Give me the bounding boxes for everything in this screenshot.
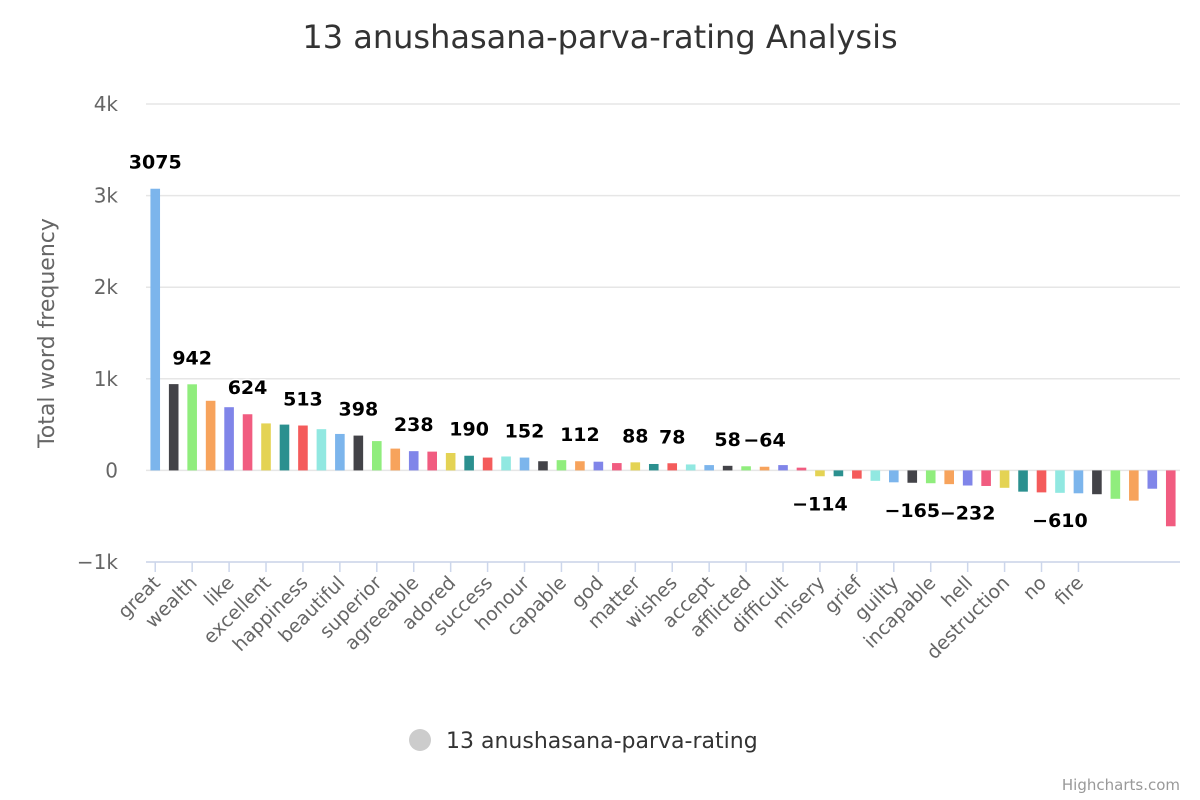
bar[interactable] (612, 463, 622, 471)
data-label: 78 (659, 426, 685, 448)
data-label: 152 (505, 421, 545, 443)
x-tick-label: no (1019, 572, 1051, 604)
credits-link[interactable]: Highcharts.com (1062, 776, 1180, 794)
bar[interactable] (852, 470, 862, 479)
bar[interactable] (1073, 470, 1084, 494)
bar[interactable] (353, 435, 364, 471)
data-labels: 3075 942 624 513 398 238 190 152 112 88 78 58 −64 −11… (127, 150, 1089, 533)
bar[interactable] (667, 463, 678, 471)
bar[interactable] (815, 470, 825, 477)
bar[interactable] (538, 461, 548, 471)
bar[interactable] (150, 188, 161, 471)
bar[interactable] (482, 457, 493, 471)
bar[interactable] (1129, 470, 1139, 501)
bar[interactable] (445, 452, 456, 471)
bar[interactable] (261, 423, 271, 471)
bar[interactable] (593, 461, 604, 471)
chart-title: 13 anushasana-parva-rating Analysis (302, 18, 897, 56)
legend-label: 13 anushasana-parva-rating (446, 729, 758, 754)
grid-lines (146, 103, 1180, 563)
y-axis-label: Total word frequency (35, 218, 60, 449)
data-label: 3075 (129, 152, 182, 174)
data-label: −610 (1032, 510, 1088, 532)
bar[interactable] (575, 461, 585, 471)
bar[interactable] (704, 465, 714, 471)
bar[interactable] (168, 384, 179, 471)
bar[interactable] (630, 462, 641, 471)
bar[interactable] (242, 414, 253, 471)
bar[interactable] (999, 470, 1010, 488)
bar[interactable] (722, 465, 733, 471)
bar[interactable] (907, 470, 918, 483)
bar[interactable] (1092, 470, 1102, 495)
bar[interactable] (372, 441, 382, 471)
y-tick-label: 4k (94, 92, 119, 116)
bar[interactable] (796, 467, 807, 471)
x-tick-label: fire (1050, 572, 1088, 610)
bar[interactable] (205, 400, 216, 471)
bar[interactable] (501, 456, 511, 471)
data-label: 112 (560, 424, 600, 446)
data-label: 190 (449, 419, 489, 441)
bar[interactable] (1036, 470, 1047, 493)
data-label: −165 (884, 500, 940, 522)
y-tick-label: 0 (105, 458, 118, 482)
data-label: 942 (172, 347, 212, 369)
bar[interactable] (981, 470, 991, 486)
y-axis-ticks: −1k 0 1k 2k 3k 4k (77, 92, 118, 574)
y-tick-label: 3k (94, 184, 119, 208)
bar[interactable] (1018, 470, 1028, 492)
data-label: −114 (792, 493, 848, 515)
y-tick-label: 2k (94, 275, 119, 299)
bar[interactable] (224, 407, 234, 471)
bar[interactable] (427, 451, 437, 471)
bar[interactable] (390, 448, 401, 471)
bar[interactable] (870, 470, 881, 481)
bar[interactable] (556, 460, 567, 471)
bar[interactable] (1055, 470, 1065, 493)
data-label: 398 (339, 399, 379, 421)
data-label: 238 (394, 414, 434, 436)
x-axis-labels: greatwealthlikeexcellenthappinessbeautif… (114, 571, 1088, 664)
bar[interactable] (1147, 470, 1158, 489)
bar[interactable] (648, 463, 659, 471)
bars (150, 188, 1176, 527)
bar[interactable] (316, 429, 327, 471)
bar[interactable] (944, 470, 954, 485)
bar[interactable] (685, 464, 696, 471)
bar[interactable] (833, 470, 844, 477)
bar[interactable] (298, 425, 308, 471)
bar[interactable] (741, 466, 751, 471)
bar[interactable] (279, 424, 290, 471)
data-label: −64 (743, 430, 785, 452)
data-label: 513 (283, 389, 323, 411)
y-tick-label: −1k (77, 550, 118, 574)
bar[interactable] (1165, 470, 1176, 527)
data-label: 88 (622, 425, 648, 447)
data-label: 58 (714, 429, 740, 451)
bar[interactable] (187, 384, 197, 471)
legend-item[interactable]: 13 anushasana-parva-rating (409, 729, 758, 754)
data-label: 624 (228, 377, 268, 399)
bar[interactable] (335, 433, 345, 471)
bar[interactable] (464, 455, 474, 471)
data-label: −232 (940, 503, 996, 525)
bar[interactable] (1110, 470, 1121, 499)
bar[interactable] (759, 466, 770, 471)
bar[interactable] (889, 470, 899, 483)
bar[interactable] (962, 470, 973, 486)
x-axis (146, 561, 1180, 572)
legend-marker (409, 729, 431, 751)
bar[interactable] (925, 470, 936, 484)
bar[interactable] (519, 457, 530, 471)
bar[interactable] (778, 465, 788, 471)
bar[interactable] (408, 451, 419, 471)
y-tick-label: 1k (94, 367, 119, 391)
